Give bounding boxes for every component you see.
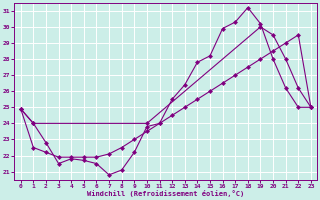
X-axis label: Windchill (Refroidissement éolien,°C): Windchill (Refroidissement éolien,°C) (87, 190, 244, 197)
